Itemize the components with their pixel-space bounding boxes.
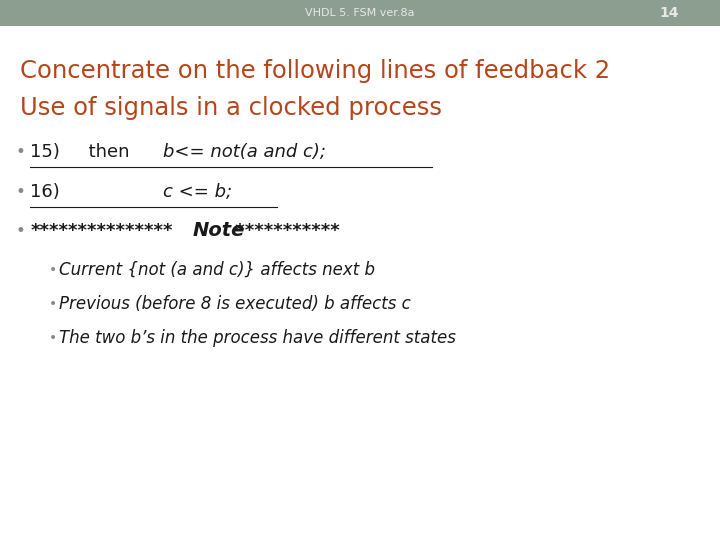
Text: •: • xyxy=(49,297,57,311)
Text: Previous (before 8 is executed) b affects c: Previous (before 8 is executed) b affect… xyxy=(59,295,411,313)
Text: Current {not (a and c)} affects next b: Current {not (a and c)} affects next b xyxy=(59,261,375,279)
Text: •: • xyxy=(16,183,26,201)
Text: VHDL 5. FSM ver.8a: VHDL 5. FSM ver.8a xyxy=(305,8,415,18)
Text: The two b’s in the process have different states: The two b’s in the process have differen… xyxy=(59,329,456,347)
Text: Note: Note xyxy=(193,221,246,240)
Text: •: • xyxy=(49,263,57,277)
Text: •: • xyxy=(16,143,26,161)
Text: c <= b;: c <= b; xyxy=(163,183,232,201)
Text: 14: 14 xyxy=(660,6,680,20)
Text: ***********: *********** xyxy=(229,221,340,240)
Text: Concentrate on the following lines of feedback 2: Concentrate on the following lines of fe… xyxy=(20,59,611,83)
Text: 16): 16) xyxy=(30,183,135,201)
Text: ***************: *************** xyxy=(30,221,173,240)
Text: •: • xyxy=(49,331,57,345)
Text: •: • xyxy=(16,221,26,240)
Text: b<= not(a and c);: b<= not(a and c); xyxy=(163,143,325,161)
Text: 15)     then: 15) then xyxy=(30,143,153,161)
Text: Use of signals in a clocked process: Use of signals in a clocked process xyxy=(20,96,442,120)
